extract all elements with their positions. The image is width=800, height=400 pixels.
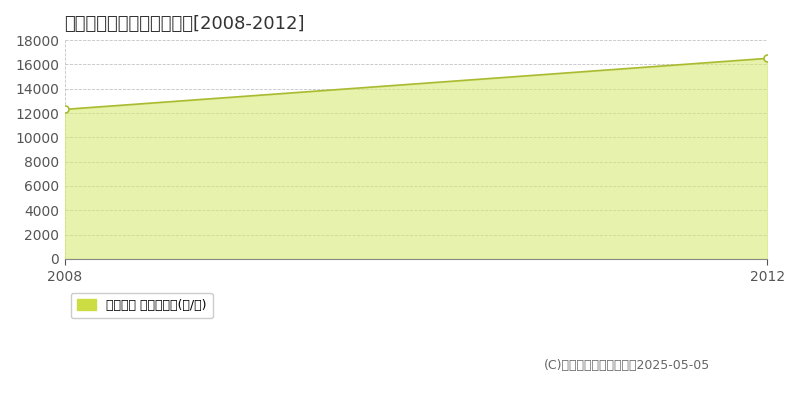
Text: 野洲市冨波　林地価格推移[2008-2012]: 野洲市冨波 林地価格推移[2008-2012] — [65, 15, 305, 33]
Text: (C)土地価格ドットコム　2025-05-05: (C)土地価格ドットコム 2025-05-05 — [544, 359, 710, 372]
Legend: 林地価格 平均坪単価(円/坪): 林地価格 平均坪単価(円/坪) — [71, 293, 213, 318]
